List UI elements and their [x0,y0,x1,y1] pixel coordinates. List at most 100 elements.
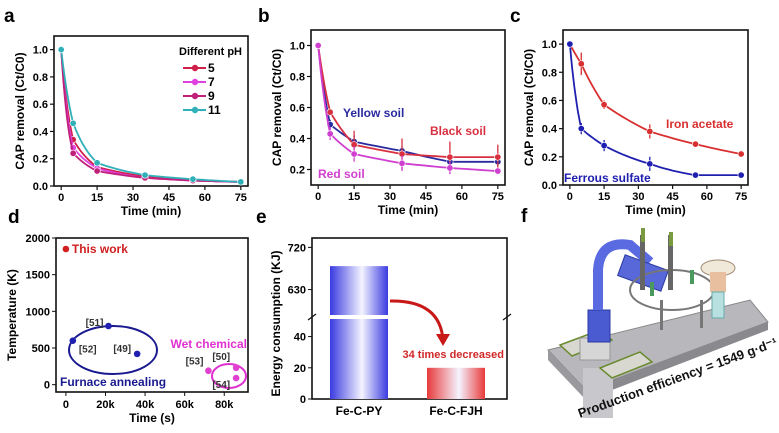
x-tick-label: 45 [163,192,175,204]
data-point [141,171,149,179]
y-tick-label: 0.4 [290,134,306,146]
production-machine-illustration [547,228,769,418]
furnace-annealing-ellipse [68,325,158,375]
y-axis-label: CAP removal (Ct/C0) [270,49,284,166]
plot-frame [55,237,249,393]
y-tick-label: 1.0 [33,45,48,57]
annotation-this-work: This work [72,242,128,256]
plot-frame [53,35,249,187]
x-tick-label: 40k [136,399,155,411]
legend-swatch-marker [191,92,199,100]
legend-swatch-marker [191,64,199,72]
y-tick-label: 1.0 [290,41,305,53]
legend-label: 11 [208,103,221,117]
y-tick-label: 0.2 [33,154,48,166]
chart-c: 0 15 30 45 60 75 0.0 0.2 0.4 0.6 0.8 1.0 Time (min) C… [522,29,749,217]
annotation-34-times-decreased: 34 times decreased [402,349,504,361]
x-axis-label: Time (min) [121,204,181,218]
panel-label-d: d [8,207,20,228]
x-tick-label: 80k [215,399,234,411]
legend-label: 7 [208,75,215,89]
plot-frame [562,29,749,186]
y-tick-label: 0.0 [542,180,557,192]
x-axis-label: Time (min) [378,203,438,217]
y-tick-label: 0.6 [290,103,305,115]
x-axis-label: Time (min) [625,203,685,217]
data-point [446,164,454,172]
series-line-black-soil [317,45,498,158]
data-point [93,167,101,175]
y-axis-label: Temperature (K) [5,269,19,361]
y-tick-label: 0.8 [33,72,48,84]
chart-e: 0 20 40 630 720 Fe-C-PY Fe-C-FJH Energy consump… [269,237,512,418]
data-point [69,149,77,157]
point-label: [52] [79,345,97,356]
x-tick-label: 45 [667,191,679,203]
legend-label: 5 [208,61,215,75]
series-line-11 [60,49,241,183]
data-point [646,127,654,135]
series-line-ferrous-sulfate [569,44,742,176]
point-label: [54] [212,380,230,391]
data-point [600,101,608,109]
panel-label-c: c [510,6,521,27]
x-tick-label: 0 [58,192,64,204]
data-point [237,178,245,186]
x-tick-label: 60 [701,191,713,203]
series-label-ferrous-sulfate: Ferrous sulfate [564,171,651,185]
data-point [494,167,502,175]
data-point [737,171,745,179]
legend-title: Different pH [179,46,242,58]
bar-fe-c-fjh [427,367,485,399]
x-tick-label: 45 [420,191,432,203]
y-tick-label: 0 [44,380,50,392]
x-tick-label: 75 [492,191,504,203]
y-tick-label: 1000 [26,306,50,318]
decrease-arrow [389,299,445,341]
bar-fe-c-py-lower [330,319,388,399]
y-tick-label: 0.8 [542,67,557,79]
x-tick-label: 0 [63,399,69,411]
axis-break-mark [502,313,512,321]
panel-label-a: a [4,6,15,27]
y-tick-label: 630 [288,285,306,297]
data-point [577,125,585,133]
data-point [566,40,574,48]
x-tick-label: 30 [127,192,139,204]
legend-label: 9 [208,89,215,103]
series-line-iron-acetate [569,43,742,155]
point-label: [50] [212,352,230,363]
chart-b: 0 15 30 45 60 75 0.2 0.4 0.6 0.8 1.0 Time (min) CAP … [270,29,506,217]
data-point [232,374,240,382]
series-label-yellow-soil: Yellow soil [343,106,404,120]
series-label-black-soil: Black soil [430,124,486,138]
x-tick-label: 0 [315,191,321,203]
data-point [232,364,240,372]
y-tick-label: 0.2 [542,152,557,164]
x-tick-label: 15 [598,191,610,203]
y-tick-label: 40 [294,332,306,344]
chart-a: 0 15 30 45 60 75 0.0 0.2 0.4 0.6 0.8 1.0 Time (min) C… [13,35,249,218]
y-tick-label: 0.4 [542,124,558,136]
x-tick-label: 75 [235,192,247,204]
data-point [646,160,654,168]
wet-chemical-ellipse [211,363,247,389]
y-axis-label: CAP removal (Ct/C0) [522,49,536,166]
series-line-red-soil [317,45,498,172]
y-tick-label: 0.0 [33,181,48,193]
x-tick-label: 60 [456,191,468,203]
y-tick-label: 720 [288,242,306,254]
data-point [57,46,65,54]
y-tick-label: 0.6 [33,99,48,111]
series-line-yellow-soil [317,45,498,163]
data-point [446,153,454,161]
data-point [69,119,77,127]
bar-fe-c-py-upper [330,266,388,315]
point-label: [49] [113,344,131,355]
data-point [691,171,699,179]
data-point [93,159,101,167]
data-point [326,108,334,116]
x-tick-label: 15 [348,191,360,203]
y-tick-label: 500 [32,343,50,355]
x-tick-label: 0 [567,191,573,203]
